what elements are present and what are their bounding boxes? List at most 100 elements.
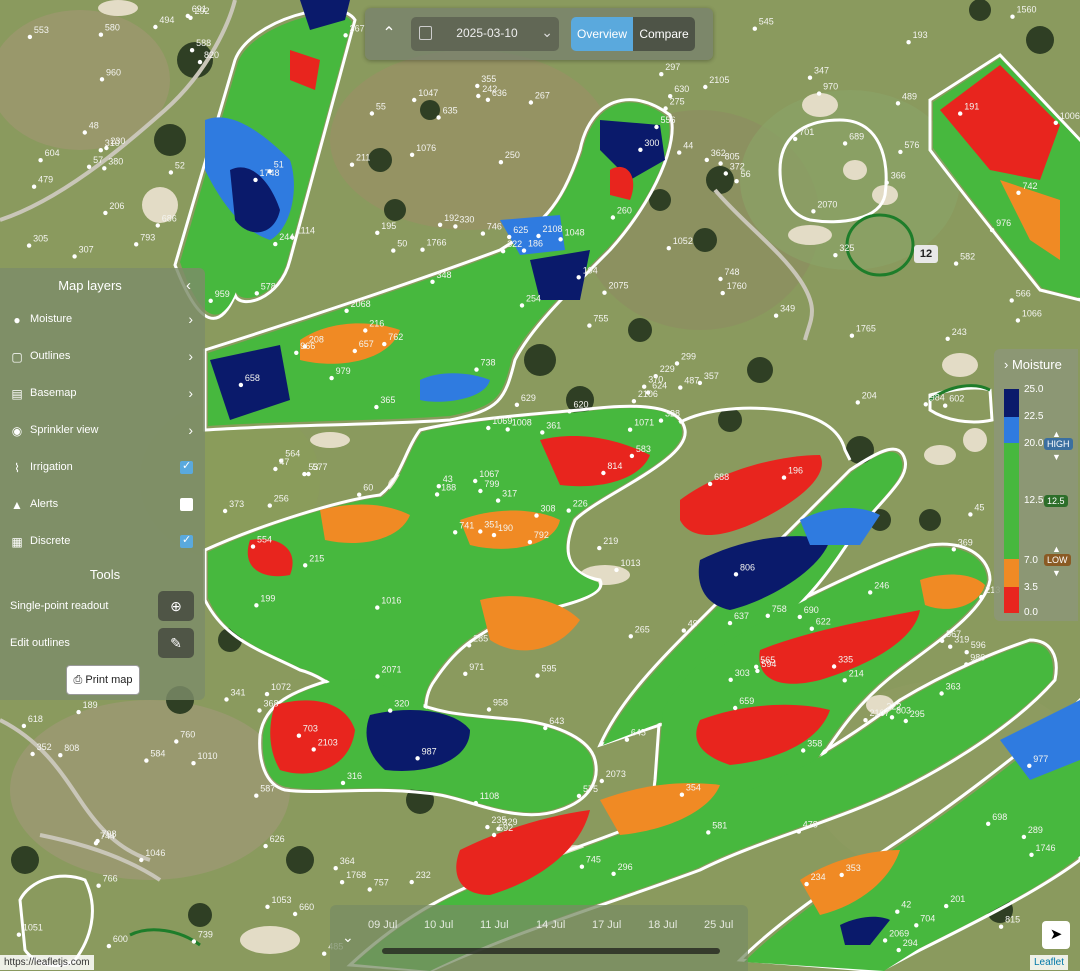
- sprinkler-dot[interactable]: [264, 691, 270, 697]
- sprinkler-dot[interactable]: [480, 231, 486, 236]
- sprinkler-dot[interactable]: [809, 626, 814, 631]
- sprinkler-dot[interactable]: [903, 718, 908, 724]
- sprinkler-dot[interactable]: [923, 402, 928, 407]
- sprinkler-dot[interactable]: [631, 399, 637, 404]
- sprinkler-dot[interactable]: [728, 677, 733, 682]
- sprinkler-dot[interactable]: [486, 425, 491, 431]
- sprinkler-dot[interactable]: [733, 572, 739, 577]
- sprinkler-dot[interactable]: [367, 887, 372, 892]
- sprinkler-dot[interactable]: [831, 664, 837, 669]
- low-up-arrow-icon[interactable]: ▲: [1052, 544, 1061, 554]
- sprinkler-dot[interactable]: [491, 832, 497, 838]
- sprinkler-dot[interactable]: [986, 821, 991, 826]
- sprinkler-dot[interactable]: [610, 215, 616, 220]
- sprinkler-dot[interactable]: [706, 830, 711, 835]
- sprinkler-dot[interactable]: [611, 871, 616, 876]
- sprinkler-dot[interactable]: [855, 400, 860, 405]
- sprinkler-dot[interactable]: [279, 458, 284, 463]
- sprinkler-dot[interactable]: [344, 308, 349, 313]
- sprinkler-dot[interactable]: [27, 34, 33, 40]
- sprinkler-dot[interactable]: [311, 747, 316, 752]
- sprinkler-dot[interactable]: [964, 662, 969, 667]
- timeline-date[interactable]: 14 Jul: [536, 919, 566, 931]
- low-down-arrow-icon[interactable]: ▼: [1052, 568, 1061, 578]
- high-up-arrow-icon[interactable]: ▲: [1052, 429, 1061, 439]
- sprinkler-dot[interactable]: [21, 723, 27, 729]
- attribution-link[interactable]: https://leafletjs.com: [0, 955, 94, 970]
- sprinkler-dot[interactable]: [658, 418, 664, 423]
- sprinkler-dot[interactable]: [303, 563, 308, 568]
- sprinkler-dot[interactable]: [434, 492, 440, 497]
- leaflet-link[interactable]: Leaflet: [1030, 955, 1069, 970]
- sprinkler-dot[interactable]: [527, 539, 533, 545]
- sprinkler-dot[interactable]: [797, 614, 802, 620]
- sprinkler-dot[interactable]: [500, 249, 506, 254]
- sprinkler-dot[interactable]: [638, 147, 643, 152]
- sprinkler-dot[interactable]: [478, 488, 483, 494]
- sprinkler-dot[interactable]: [382, 341, 387, 347]
- sprinkler-dot[interactable]: [629, 453, 635, 459]
- sprinkler-dot[interactable]: [998, 924, 1004, 929]
- sprinkler-dot[interactable]: [1053, 120, 1059, 126]
- sprinkler-dot[interactable]: [895, 909, 900, 914]
- sprinkler-dot[interactable]: [491, 532, 497, 538]
- sprinkler-dot[interactable]: [939, 638, 945, 643]
- sprinkler-dot[interactable]: [519, 303, 525, 308]
- sprinkler-dot[interactable]: [945, 336, 950, 341]
- sprinkler-dot[interactable]: [224, 697, 229, 702]
- sprinkler-dot[interactable]: [486, 707, 492, 712]
- sprinkler-dot[interactable]: [134, 242, 139, 247]
- sprinkler-dot[interactable]: [96, 883, 101, 888]
- sprinkler-dot[interactable]: [453, 530, 458, 535]
- sprinkler-dot[interactable]: [681, 628, 686, 633]
- layer-basemap[interactable]: ▤ Basemap ›: [0, 379, 205, 409]
- sprinkler-dot[interactable]: [144, 758, 149, 763]
- sprinkler-dot[interactable]: [363, 328, 368, 333]
- sprinkler-dot[interactable]: [1010, 14, 1015, 19]
- sprinkler-dot[interactable]: [265, 904, 270, 909]
- sprinkler-dot[interactable]: [250, 544, 256, 549]
- sprinkler-dot[interactable]: [979, 594, 984, 600]
- sprinkler-dot[interactable]: [666, 246, 671, 251]
- sprinkler-dot[interactable]: [678, 385, 683, 390]
- sprinkler-dot[interactable]: [322, 951, 327, 956]
- sprinkler-dot[interactable]: [882, 938, 888, 943]
- irrigation-checkbox[interactable]: [180, 459, 193, 474]
- sprinkler-dot[interactable]: [624, 737, 630, 742]
- sprinkler-dot[interactable]: [415, 756, 420, 761]
- sprinkler-dot[interactable]: [1029, 852, 1034, 857]
- sprinkler-dot[interactable]: [534, 513, 539, 518]
- sprinkler-dot[interactable]: [679, 792, 685, 797]
- print-map-button[interactable]: ⎙ Print map: [66, 665, 140, 695]
- sprinkler-dot[interactable]: [340, 780, 346, 786]
- sprinkler-dot[interactable]: [1021, 834, 1027, 840]
- sprinkler-dot[interactable]: [82, 130, 88, 135]
- sprinkler-dot[interactable]: [155, 223, 160, 228]
- sprinkler-dot[interactable]: [540, 430, 545, 435]
- sprinkler-dot[interactable]: [188, 15, 193, 20]
- sprinkler-dot[interactable]: [528, 100, 534, 105]
- sprinkler-dot[interactable]: [674, 361, 680, 366]
- sprinkler-dot[interactable]: [409, 879, 414, 885]
- sprinkler-dot[interactable]: [880, 711, 885, 716]
- sprinkler-dot[interactable]: [833, 253, 838, 258]
- sprinkler-dot[interactable]: [704, 157, 709, 163]
- sprinkler-dot[interactable]: [302, 471, 307, 477]
- sprinkler-dot[interactable]: [773, 313, 779, 318]
- sprinkler-dot[interactable]: [720, 290, 725, 296]
- timeline-slider[interactable]: [382, 948, 720, 954]
- sprinkler-dot[interactable]: [349, 162, 355, 167]
- sprinkler-dot[interactable]: [733, 705, 738, 711]
- chevron-up-icon[interactable]: ⌃: [382, 25, 396, 42]
- sprinkler-dot[interactable]: [375, 230, 380, 235]
- sprinkler-dot[interactable]: [31, 184, 37, 189]
- sprinkler-dot[interactable]: [558, 237, 563, 242]
- sprinkler-dot[interactable]: [816, 91, 822, 96]
- sprinkler-dot[interactable]: [895, 101, 901, 106]
- sprinkler-dot[interactable]: [485, 824, 490, 830]
- sprinkler-dot[interactable]: [475, 83, 480, 89]
- sprinkler-dot[interactable]: [296, 733, 302, 738]
- high-down-arrow-icon[interactable]: ▼: [1052, 452, 1061, 462]
- sprinkler-dot[interactable]: [663, 106, 668, 111]
